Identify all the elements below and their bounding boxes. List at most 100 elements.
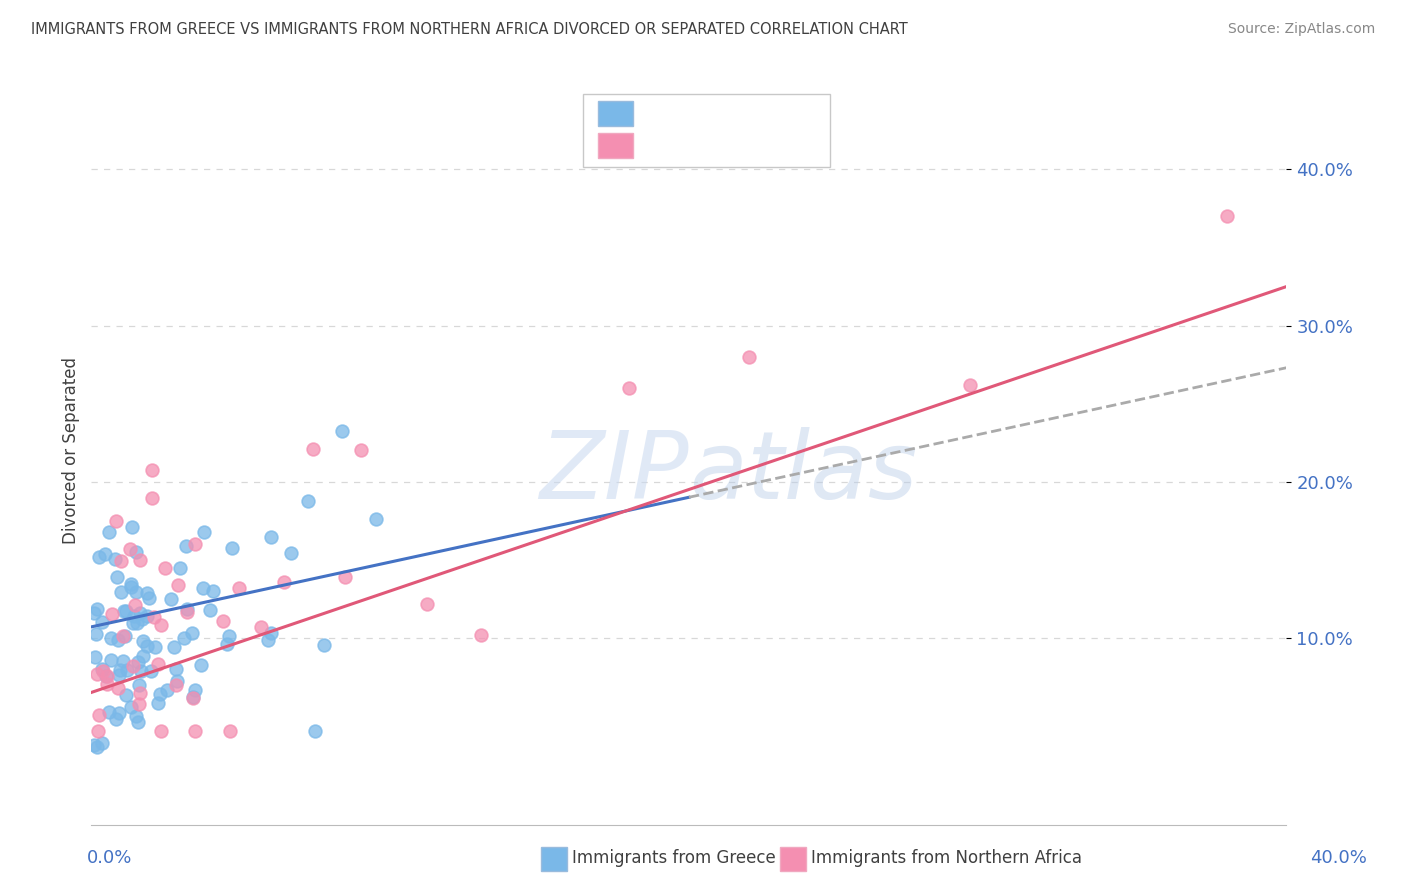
Point — [128, 606, 150, 620]
Point — [125, 585, 148, 599]
Point — [280, 546, 302, 560]
Text: 0.0%: 0.0% — [87, 849, 132, 867]
Point — [94, 548, 117, 562]
Text: atlas: atlas — [689, 427, 917, 518]
Point — [105, 569, 128, 583]
Point — [135, 586, 157, 600]
Point — [132, 634, 155, 648]
Point — [155, 682, 177, 697]
Point — [228, 581, 250, 595]
Point — [193, 524, 215, 539]
Point — [211, 614, 233, 628]
Point — [96, 668, 118, 682]
Point — [87, 724, 110, 739]
Point — [104, 712, 127, 726]
Point — [107, 681, 129, 695]
Point — [148, 696, 170, 710]
Point — [139, 664, 162, 678]
Point — [127, 715, 149, 730]
Point — [141, 463, 163, 477]
Point — [153, 560, 176, 574]
Point — [174, 539, 197, 553]
Point — [330, 424, 353, 438]
Point — [202, 584, 225, 599]
Point — [120, 577, 142, 591]
Point — [163, 640, 186, 654]
Text: Source: ZipAtlas.com: Source: ZipAtlas.com — [1227, 22, 1375, 37]
Point — [184, 682, 207, 697]
Y-axis label: Divorced or Separated: Divorced or Separated — [62, 357, 80, 544]
Point — [96, 669, 118, 683]
Point — [218, 724, 240, 739]
Point — [112, 629, 135, 643]
Point — [132, 648, 155, 663]
Point — [128, 678, 150, 692]
Point — [141, 491, 163, 505]
Point — [128, 697, 150, 711]
Point — [146, 657, 169, 672]
Point — [184, 537, 207, 551]
Point — [114, 629, 136, 643]
Point — [150, 724, 173, 739]
Point — [124, 598, 146, 612]
Point — [131, 612, 153, 626]
Point — [125, 708, 148, 723]
Point — [110, 585, 132, 599]
Point — [86, 602, 108, 616]
Point — [138, 591, 160, 605]
Point — [86, 626, 108, 640]
Point — [350, 442, 373, 457]
Point — [121, 658, 143, 673]
Point — [312, 638, 335, 652]
Point — [100, 653, 122, 667]
Point — [110, 554, 132, 568]
Point — [124, 609, 146, 624]
Point — [273, 574, 295, 589]
Point — [190, 658, 212, 673]
Text: Immigrants from Northern Africa: Immigrants from Northern Africa — [811, 849, 1083, 867]
Point — [125, 544, 148, 558]
Point — [143, 640, 166, 654]
Point — [221, 541, 243, 555]
Point — [176, 605, 198, 619]
Point — [191, 581, 214, 595]
Point — [86, 666, 108, 681]
Point — [120, 581, 142, 595]
Point — [120, 699, 142, 714]
Point — [112, 604, 135, 618]
Point — [86, 740, 108, 755]
Text: IMMIGRANTS FROM GREECE VS IMMIGRANTS FROM NORTHERN AFRICA DIVORCED OR SEPARATED : IMMIGRANTS FROM GREECE VS IMMIGRANTS FRO… — [31, 22, 908, 37]
Point — [149, 618, 172, 632]
Point — [149, 687, 172, 701]
Point — [301, 442, 323, 456]
Point — [91, 736, 114, 750]
Point — [297, 494, 319, 508]
Point — [217, 637, 239, 651]
Point — [90, 662, 112, 676]
Point — [366, 511, 388, 525]
Point — [165, 662, 187, 676]
Point — [108, 664, 131, 678]
Point — [166, 674, 188, 689]
Point — [87, 549, 110, 564]
Point — [115, 604, 138, 618]
Point — [115, 688, 138, 702]
Point — [100, 632, 122, 646]
Point — [181, 691, 204, 706]
Point — [250, 619, 273, 633]
Point — [160, 592, 183, 607]
Point — [118, 542, 141, 557]
Text: 40.0%: 40.0% — [1310, 849, 1367, 867]
Point — [737, 350, 759, 364]
Point — [169, 561, 191, 575]
Point — [97, 706, 120, 720]
Point — [173, 631, 195, 645]
Point — [129, 664, 152, 678]
Point — [121, 520, 143, 534]
Point — [135, 639, 157, 653]
Text: R = 0.574   N = 44: R = 0.574 N = 44 — [644, 136, 814, 154]
Point — [127, 615, 149, 630]
Point — [129, 553, 152, 567]
Point — [115, 663, 138, 677]
Point — [108, 706, 131, 720]
